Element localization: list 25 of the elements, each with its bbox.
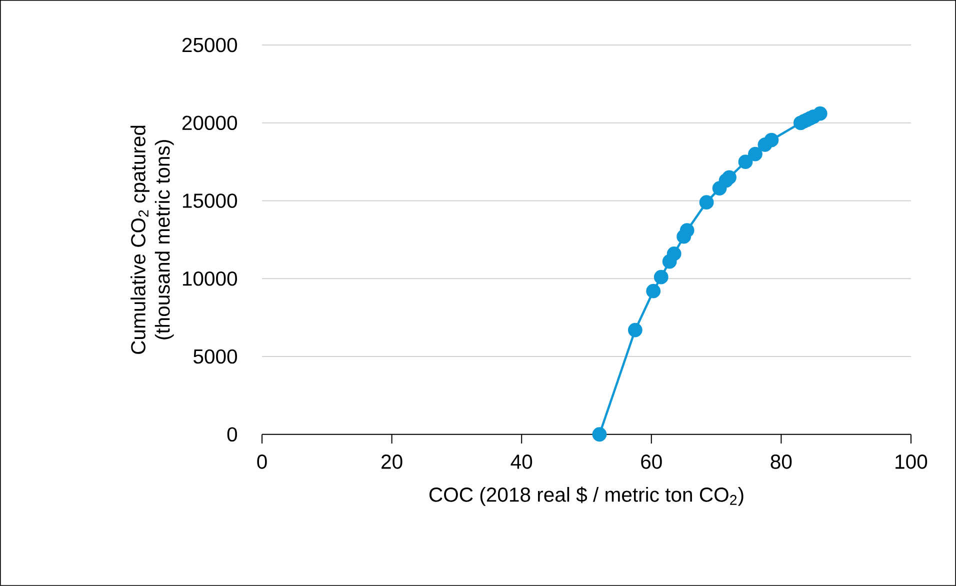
x-tick-label: 20: [382, 454, 402, 469]
point: [654, 270, 668, 284]
x-axis-title: COC (2018 real $ / metric ton CO$_{2}$): [429, 486, 744, 506]
y-tick-label: 0: [227, 427, 238, 442]
y-tick-label: 25000: [182, 38, 238, 52]
x-tick-label: 0: [257, 454, 267, 469]
point: [722, 170, 736, 185]
point: [592, 427, 607, 442]
point: [646, 284, 661, 298]
point: [628, 322, 642, 338]
point: [764, 132, 779, 148]
x-tick-label: 60: [641, 454, 662, 469]
x-tick-label: 40: [510, 454, 532, 469]
point: [680, 223, 694, 238]
y-tick-label: 5000: [194, 349, 238, 364]
point: [699, 195, 714, 210]
point: [748, 146, 762, 162]
x-tick-label: 80: [770, 454, 792, 469]
x-tick-label: 100: [896, 454, 928, 469]
point: [812, 106, 828, 121]
point: [666, 246, 682, 261]
y-tick-label: 15000: [182, 194, 238, 208]
y-tick-label: 20000: [182, 116, 238, 130]
y-tick-label: 10000: [182, 272, 238, 286]
point: [738, 154, 753, 170]
